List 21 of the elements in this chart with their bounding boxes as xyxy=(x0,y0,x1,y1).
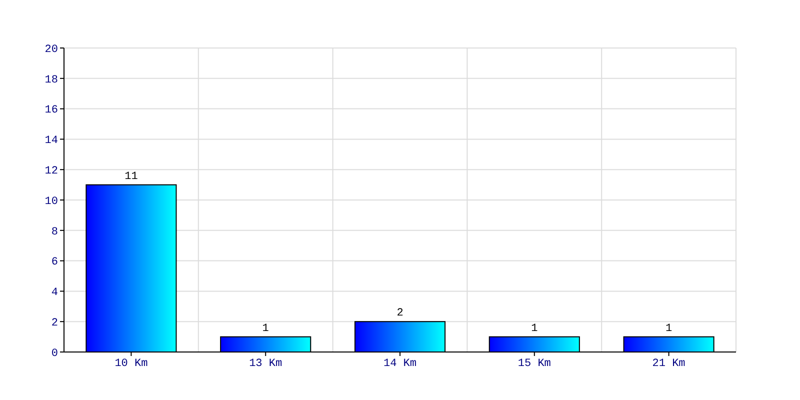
y-tick-label: 8 xyxy=(51,226,58,238)
y-tick-label: 12 xyxy=(44,165,58,178)
y-tick-label: 6 xyxy=(51,256,58,269)
y-tick-label: 18 xyxy=(44,74,58,86)
x-tick-label: 13 Km xyxy=(249,358,282,370)
y-tick-label: 0 xyxy=(51,348,58,360)
data-label: 1 xyxy=(531,322,538,335)
y-tick-label: 10 xyxy=(44,196,58,208)
y-tick-label: 4 xyxy=(51,287,58,300)
x-tick-label: 14 Km xyxy=(383,358,417,370)
data-label: 1 xyxy=(665,322,672,335)
data-label: 1 xyxy=(262,322,270,335)
y-tick-label: 14 xyxy=(44,135,58,148)
x-tick-label: 21 Km xyxy=(652,358,686,370)
data-label: 11 xyxy=(124,170,138,183)
x-tick-label: 10 Km xyxy=(114,358,148,370)
y-tick-label: 20 xyxy=(44,44,58,56)
y-tick-label: 16 xyxy=(44,104,58,117)
x-tick-label: 15 Km xyxy=(518,358,552,370)
data-label: 2 xyxy=(396,308,404,320)
y-tick-label: 2 xyxy=(51,317,58,330)
